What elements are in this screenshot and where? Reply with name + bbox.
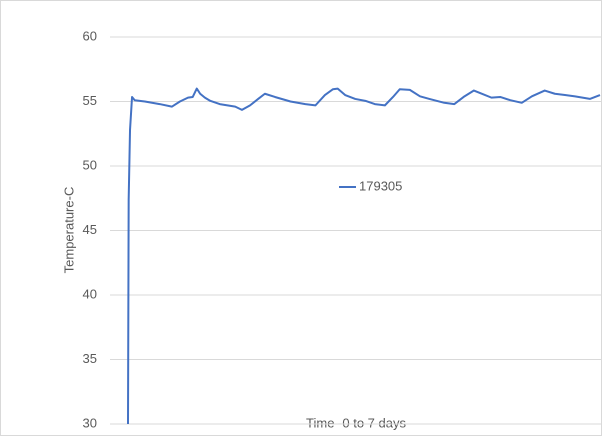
y-tick-label: 40 xyxy=(83,286,97,301)
x-axis-title: Time -0 to 7 days xyxy=(306,415,406,430)
y-tick-label: 35 xyxy=(83,351,97,366)
legend-label: 179305 xyxy=(359,178,402,193)
y-axis-title: Temperature-C xyxy=(61,187,76,274)
y-tick-label: 60 xyxy=(83,28,97,43)
y-tick-label: 55 xyxy=(83,93,97,108)
y-tick-label: 45 xyxy=(83,222,97,237)
y-tick-label: 50 xyxy=(83,157,97,172)
y-tick-label: 30 xyxy=(83,415,97,430)
data-line xyxy=(127,87,601,425)
